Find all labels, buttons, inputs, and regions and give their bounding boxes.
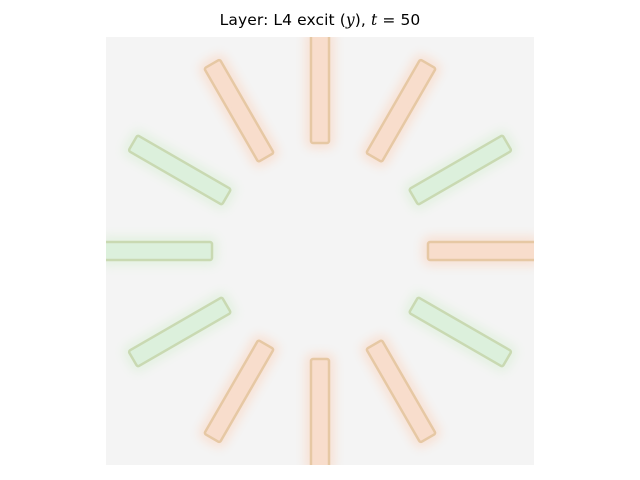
radial-bar-core bbox=[414, 140, 507, 200]
radial-bar bbox=[305, 353, 335, 465]
title-mid: ), bbox=[354, 11, 371, 29]
radial-bar-core bbox=[432, 246, 532, 256]
radial-bar-core bbox=[209, 345, 269, 438]
radial-bar bbox=[360, 54, 442, 168]
radial-bar bbox=[422, 236, 534, 266]
activation-image-svg bbox=[106, 37, 534, 465]
radial-bar bbox=[198, 54, 280, 168]
radial-bar-core bbox=[108, 246, 208, 256]
title-prefix: Layer: L4 excit ( bbox=[219, 11, 346, 29]
radial-bar-core bbox=[371, 64, 431, 157]
radial-bar-core bbox=[209, 64, 269, 157]
radial-bar-core bbox=[133, 140, 226, 200]
title-variable: y bbox=[345, 11, 355, 29]
title-time-symbol: t bbox=[370, 11, 378, 29]
radial-bar bbox=[198, 334, 280, 448]
radial-bar bbox=[403, 129, 517, 211]
figure-title: Layer: L4 excit (y), t = 50 bbox=[0, 11, 640, 29]
radial-bar-core bbox=[315, 363, 325, 463]
radial-bar bbox=[106, 236, 218, 266]
activation-image bbox=[106, 37, 534, 465]
radial-bar bbox=[123, 129, 237, 211]
radial-bar-core bbox=[414, 302, 507, 362]
radial-bar-core bbox=[315, 39, 325, 139]
radial-bar-core bbox=[133, 302, 226, 362]
radial-bar bbox=[403, 291, 517, 373]
radial-bar-core bbox=[371, 345, 431, 438]
title-time-value: = 50 bbox=[377, 11, 421, 29]
radial-bar bbox=[360, 334, 442, 448]
radial-bar bbox=[305, 37, 335, 149]
radial-bar bbox=[123, 291, 237, 373]
